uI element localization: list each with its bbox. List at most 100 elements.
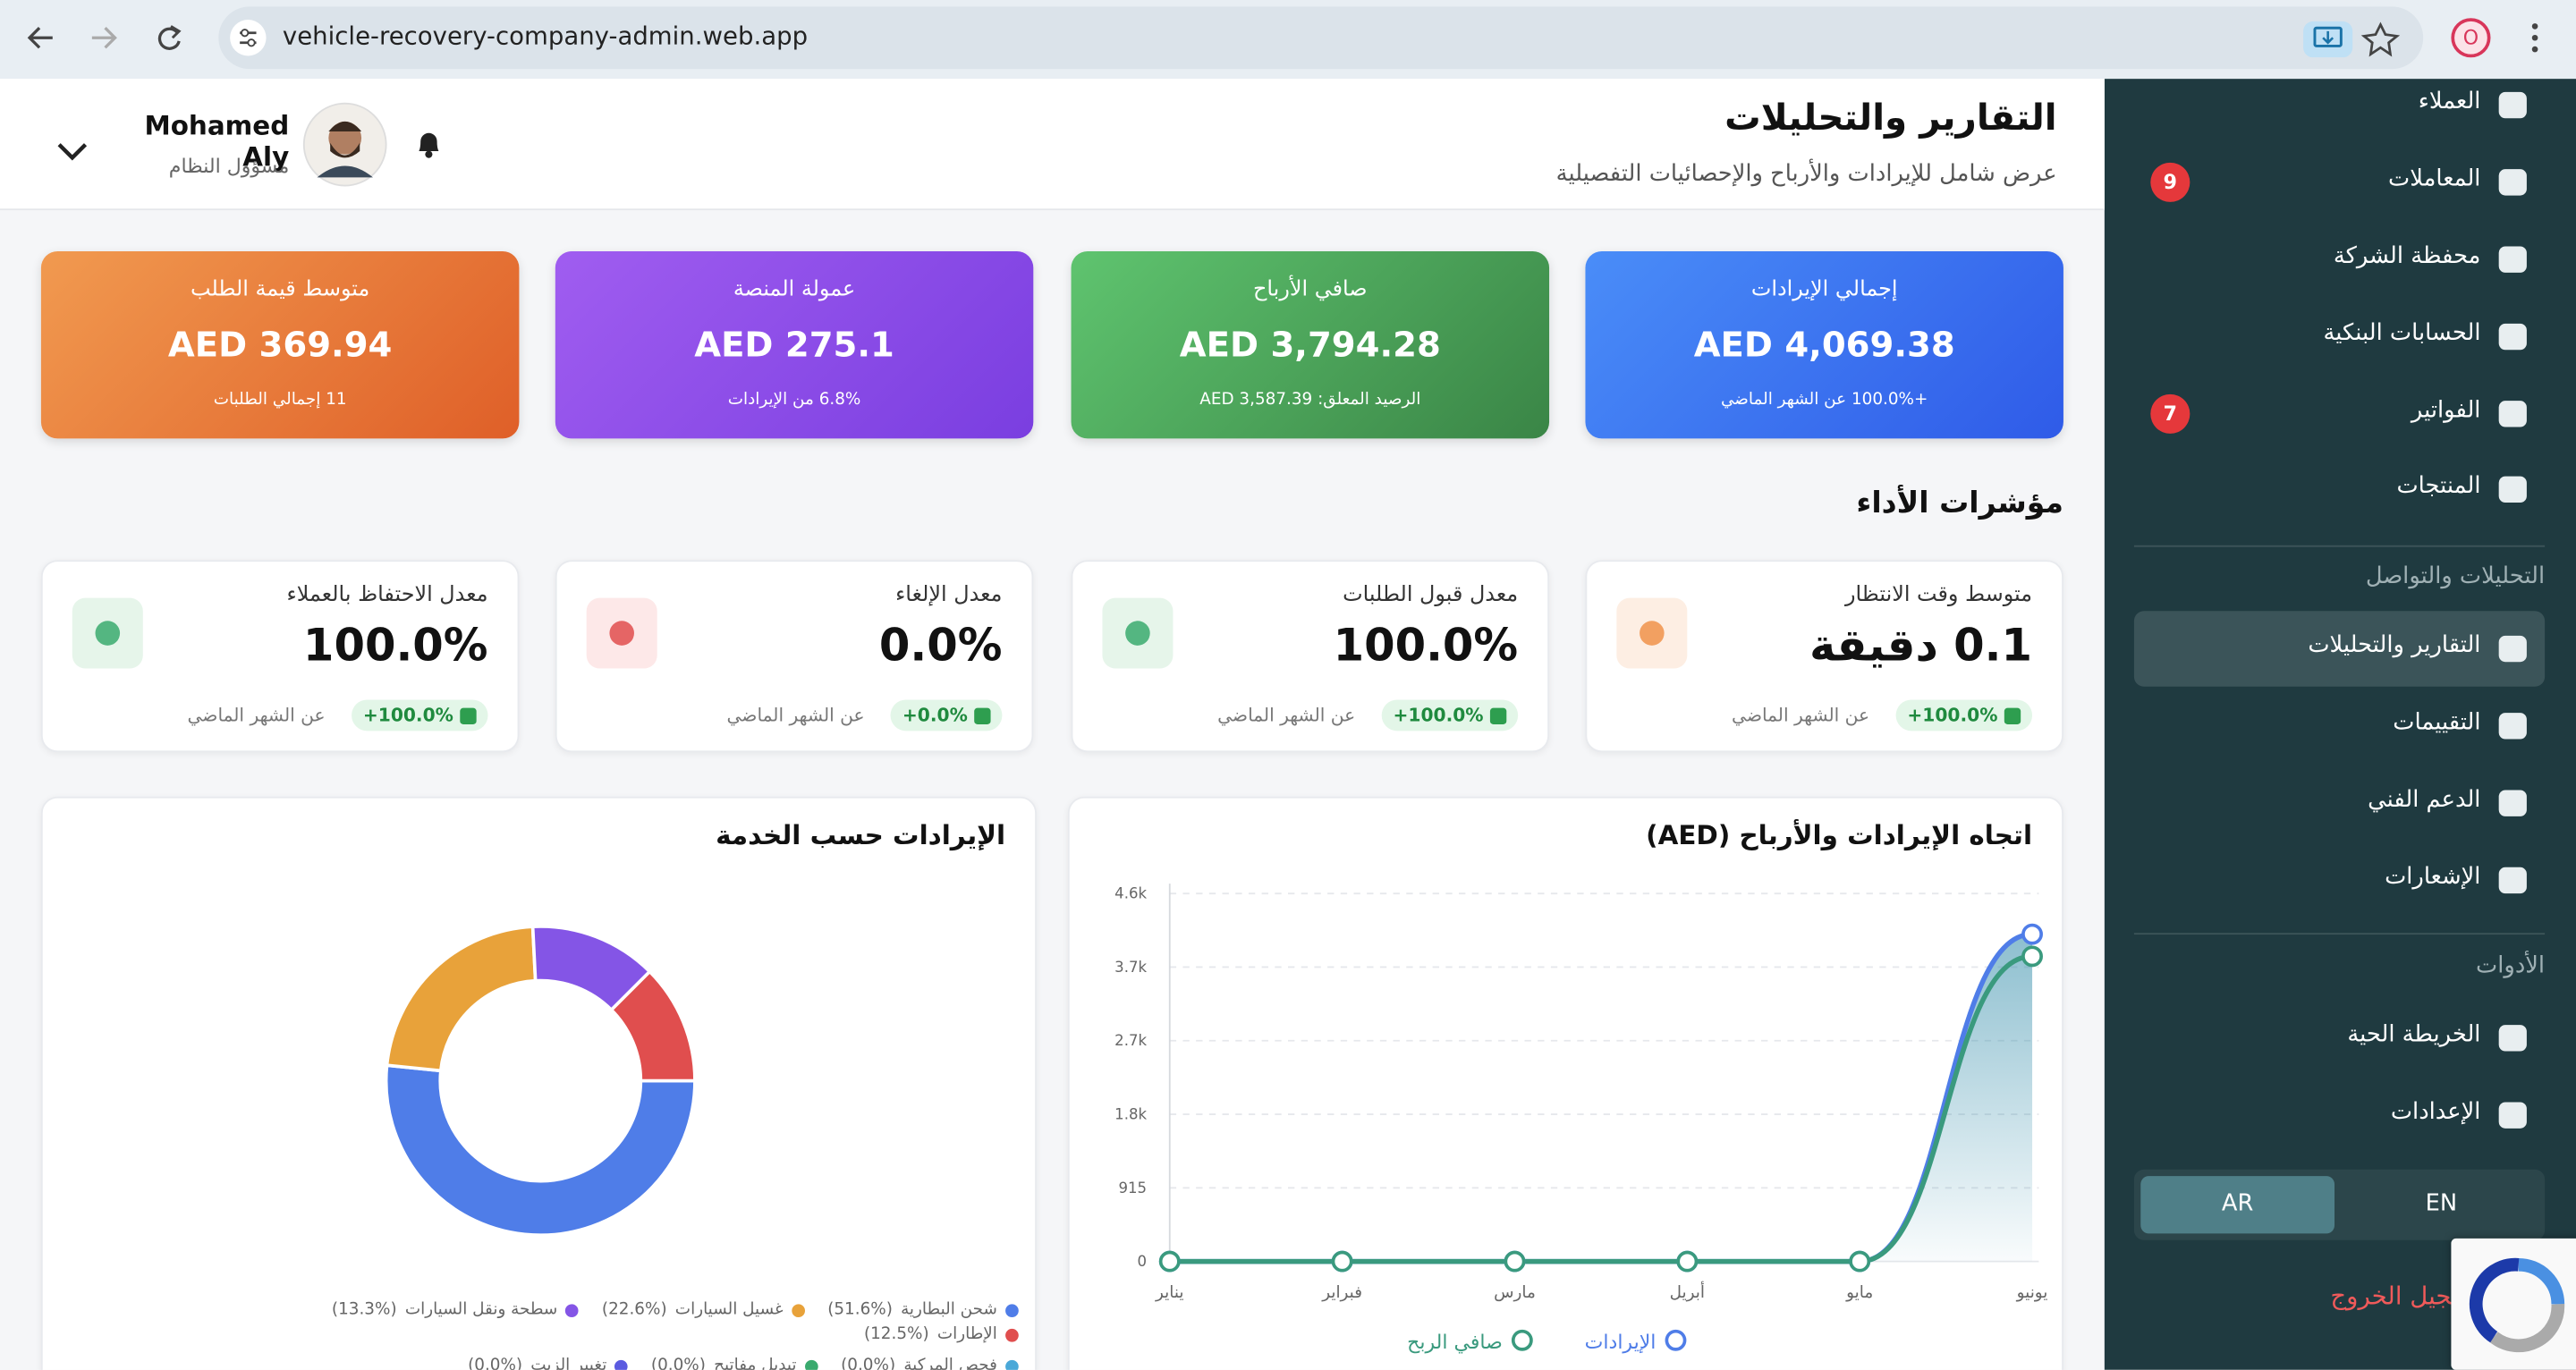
change-badge: +100.0% [1381,699,1519,732]
metric-title: متوسط وقت الانتظار [1844,583,2033,608]
page-title: التقارير والتحليلات [1724,98,2057,140]
sidebar: العملاء المعاملات 9 محفظة الشركة الحسابات ال… [2104,79,2576,1370]
nav-icon [2498,790,2527,816]
metric-title: معدل قبول الطلبات [1343,583,1519,608]
nav-item[interactable]: محفظة الشركة [2333,242,2481,270]
metric-change-row: +100.0% عن الشهر الماضي [187,699,488,732]
kpi-card: عمولة المنصة AED 275.1 6.8% من الإيرادات [555,251,1034,439]
metric-title: معدل الإلغاء [895,583,1003,608]
kpi-card: صافي الأرباح AED 3,794.28 الرصيد المعلق: A… [1071,251,1550,439]
nav-icon [2498,1102,2527,1129]
language-button[interactable]: AR [2140,1176,2335,1234]
nav-icon [2498,476,2527,503]
legend-item: تبديل مفاتيح (0.0%) [651,1357,818,1370]
nav-buttons[interactable] [0,0,230,79]
site-icon [230,20,267,56]
legend-swatch [791,1303,805,1317]
metric-card: معدل الاحتفاظ بالعملاء 100.0% +100.0% عن ال… [40,560,520,753]
legend-swatch [565,1303,580,1317]
metric-change-row: +100.0% عن الشهر الماضي [1731,699,2033,732]
kpi-value: AED 275.1 [694,325,894,365]
nav-item[interactable]: التقييمات [2393,709,2481,736]
active-item-bg [2133,611,2546,687]
change-badge: +100.0% [1895,699,2033,732]
legend-item: تغيير الزيت (0.0%) [468,1357,629,1370]
url: vehicle-recovery-company-admin.web.app [282,21,809,51]
chart-card: اتجاه الإيرادات والأرباح (AED) [1067,796,2063,1370]
page-subtitle: عرض شامل للإيرادات والأرباح والإحصائيات … [1555,161,2057,188]
user-menu-chevron[interactable] [53,138,92,164]
legend-value: (0.0%) [468,1357,523,1370]
kpi-note: 11 إجمالي الطلبات [213,391,347,410]
kpi-value: AED 369.94 [167,325,393,365]
nav-icon [2498,169,2527,196]
change-value: +0.0% [902,704,968,726]
legend-value: (0.0%) [841,1357,896,1370]
legend-label: الإطارات [936,1325,997,1344]
change-value: +100.0% [1393,704,1484,726]
nav-icon [2498,713,2527,740]
metric-change-row: +100.0% عن الشهر الماضي [1217,699,1519,732]
address-actions [2303,21,2401,58]
change-icon [460,706,477,724]
legend-item: غسيل السيارات (22.6%) [602,1301,805,1319]
nav-item[interactable]: الحسابات البنكية [2323,320,2481,347]
nav-item[interactable]: المنتجات [2396,472,2481,500]
chart-title: الإيرادات حسب الخدمة [716,819,1006,851]
legend-label: غسيل السيارات [674,1300,784,1319]
nav-item[interactable]: الخريطة الحية [2347,1021,2481,1048]
legend-value: (13.3%) [331,1300,397,1319]
change-period: عن الشهر الماضي [1731,704,1870,726]
nav-item[interactable]: الإشعارات [2385,864,2481,891]
legend-item: شحن البطارية (51.6%) [827,1301,1019,1319]
legend-label: تبديل مفاتيح [714,1357,797,1370]
chart-card: الإيرادات حسب الخدمة [40,796,1037,1370]
change-period: عن الشهر الماضي [187,704,326,726]
metric-change-row: +0.0% عن الشهر الماضي [726,699,1003,732]
recaptcha-badge [2451,1238,2576,1370]
metric-icon-glyph [609,621,634,646]
user-role: مسؤول النظام [168,154,290,178]
language-button[interactable]: EN [2425,1190,2458,1218]
metric-icon [1102,597,1174,669]
legend-swatch [614,1358,629,1370]
nav-item[interactable]: الدعم الفني [2368,786,2481,814]
section-title: التحليلات والتواصل [2365,563,2546,590]
content: إجمالي الإيرادات AED 4,069.38 +100.0% عن ا… [0,210,2105,1370]
recaptcha-icon [2469,1257,2565,1353]
notifications-bell[interactable] [412,126,445,162]
nav-item[interactable]: الإعدادات [2390,1098,2481,1126]
kpi-title: إجمالي الإيرادات [1750,277,1898,302]
section-title: مؤشرات الأداء [1856,486,2063,521]
change-period: عن الشهر الماضي [726,704,865,726]
change-icon [1489,706,1507,724]
kpi-note: الرصيد المعلق: AED 3,587.39 [1199,391,1421,410]
legend-value: (51.6%) [827,1300,893,1319]
nav-icon [2498,323,2527,351]
address-bar[interactable]: vehicle-recovery-company-admin.web.app [218,6,2424,70]
user-name: Mohamed Aly [144,110,290,173]
nav-icon [2498,1025,2527,1052]
kpi-note: 6.8% من الإيرادات [727,391,861,410]
menu-button[interactable] [2521,20,2547,59]
kpi-card: إجمالي الإيرادات AED 4,069.38 +100.0% عن ا… [1585,251,2063,439]
profile-avatar[interactable]: O [2451,18,2491,58]
metric-icon-glyph [1125,621,1150,646]
user-avatar[interactable] [302,102,388,188]
nav-item[interactable]: التقارير والتحليلات [2308,632,2481,659]
kpi-value: AED 3,794.28 [1179,325,1441,365]
nav-item[interactable]: الفواتير [2411,397,2481,424]
legend-item: الإطارات (12.5%) [864,1325,1019,1343]
metric-icon [586,597,657,669]
browser-bar: vehicle-recovery-company-admin.web.app O [0,0,2576,80]
nav-icon [2498,635,2527,663]
nav-item[interactable]: المعاملات [2388,165,2481,192]
legend-label: سطحة ونقل السيارات [404,1300,558,1319]
change-value: +100.0% [1907,704,1998,726]
metric-card: معدل الإلغاء 0.0% +0.0% عن الشهر الماضي [555,560,1034,753]
kpi-value: AED 4,069.38 [1693,325,1955,365]
legend-label: تغيير الزيت [530,1357,607,1370]
nav-item[interactable]: العملاء [2418,89,2481,115]
